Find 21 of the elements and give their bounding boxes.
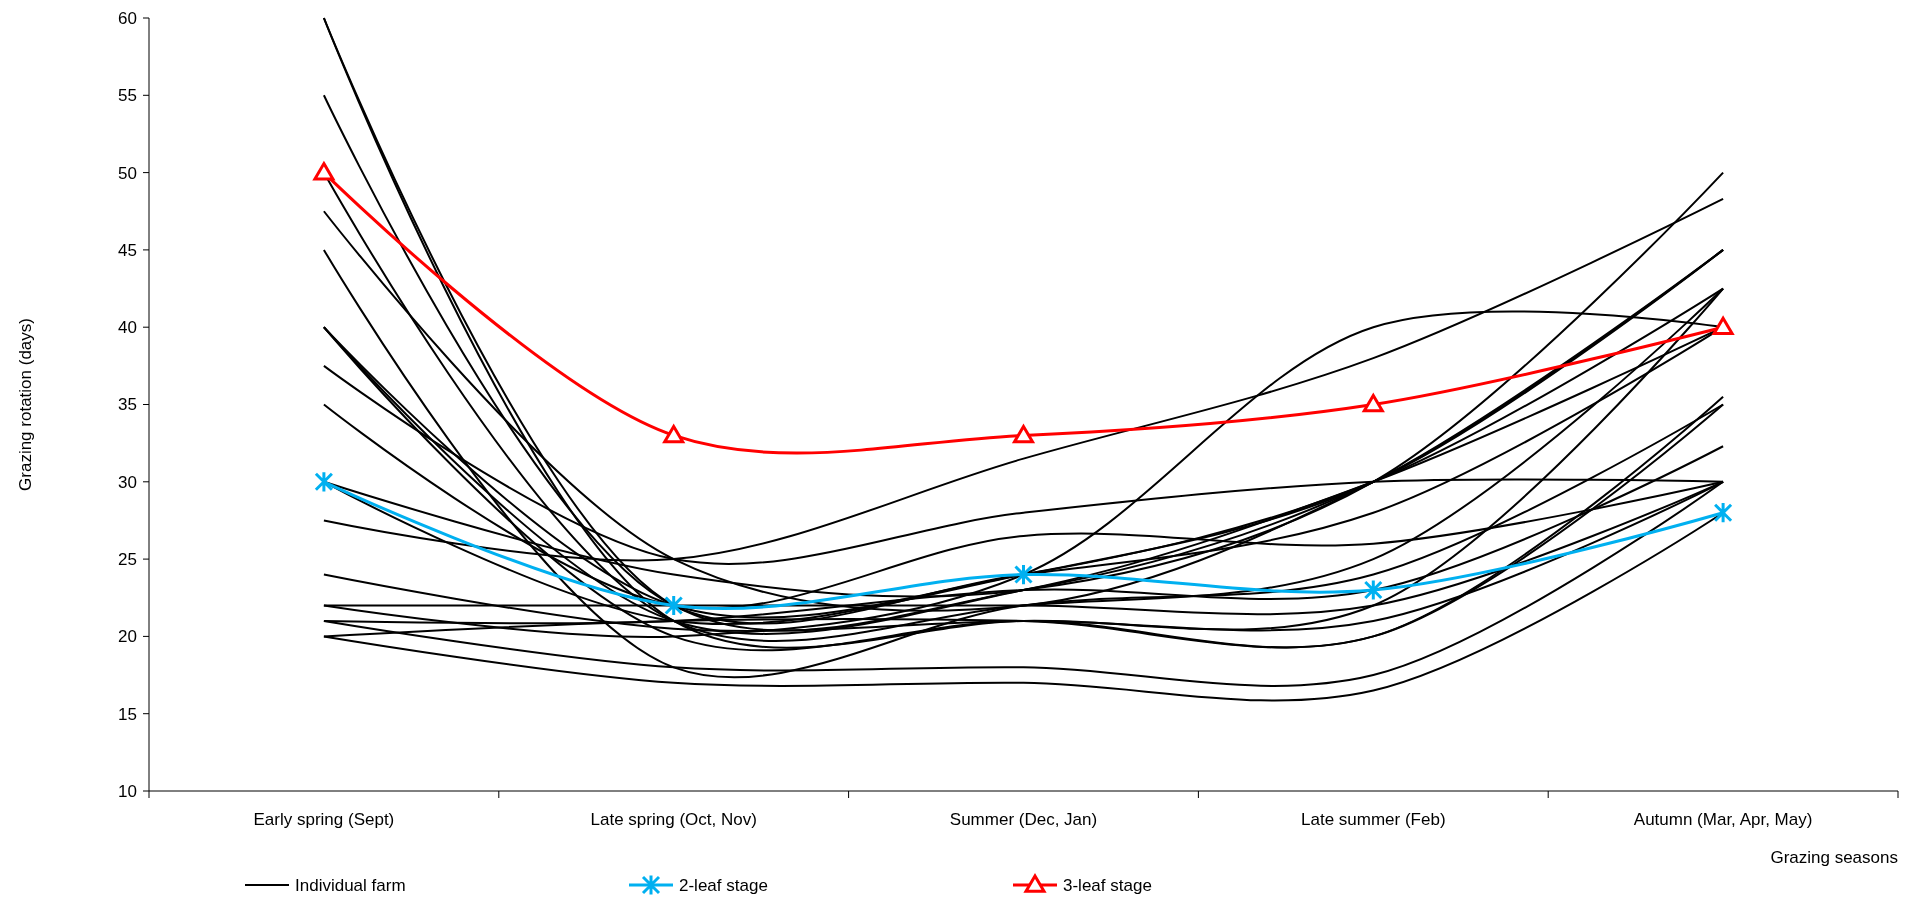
- y-tick-label: 40: [118, 318, 137, 338]
- y-axis-title: Grazing rotation (days): [16, 318, 35, 491]
- y-tick-label: 50: [118, 163, 137, 183]
- x-tick-label: Late spring (Oct, Nov): [590, 810, 757, 829]
- y-tick-label: 25: [118, 550, 137, 570]
- y-tick-label: 35: [118, 395, 137, 415]
- y-tick-label: 30: [118, 472, 137, 492]
- legend-label: 2-leaf stage: [679, 875, 768, 895]
- legend-label: Individual farm: [295, 875, 406, 895]
- x-axis-title: Grazing seasons: [1770, 848, 1898, 867]
- x-tick-label: Late summer (Feb): [1301, 810, 1446, 829]
- x-tick-label: Summer (Dec, Jan): [949, 810, 1098, 829]
- y-tick-label: 10: [118, 781, 137, 801]
- y-tick-label: 60: [118, 8, 137, 28]
- y-tick-label: 45: [118, 240, 137, 260]
- x-tick-label: Early spring (Sept): [253, 810, 395, 829]
- y-tick-label: 15: [118, 704, 137, 724]
- legend-label: 3-leaf stage: [1063, 875, 1152, 895]
- y-tick-label: 55: [118, 86, 137, 106]
- x-tick-label: Autumn (Mar, Apr, May): [1633, 810, 1813, 829]
- y-tick-label: 20: [118, 627, 137, 647]
